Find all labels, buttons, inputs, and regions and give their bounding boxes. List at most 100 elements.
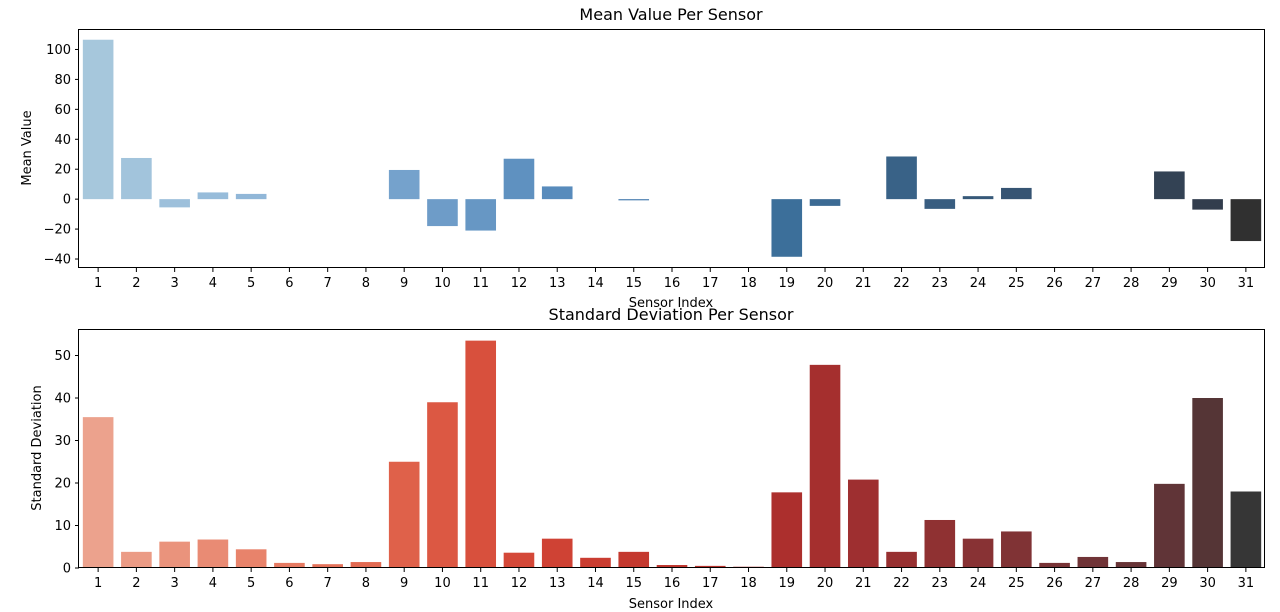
mean-chart-y-tick-label: 20 [54, 163, 71, 178]
std-chart-x-tick-label-29: 29 [1161, 576, 1178, 591]
std-chart-bar-1 [82, 417, 114, 569]
std-chart-bar-25 [1001, 531, 1032, 568]
std-chart-x-tick-label-6: 6 [285, 576, 293, 591]
mean-chart-bar-29 [1154, 171, 1185, 200]
std-chart-bar-16 [656, 565, 688, 568]
std-chart-bar-27 [1077, 556, 1109, 568]
mean-chart-bar-9 [388, 169, 420, 200]
std-chart-x-tick-label-26: 26 [1046, 576, 1063, 591]
std-chart-bar-14 [580, 557, 611, 568]
mean-chart-bar-2 [121, 157, 152, 200]
std-chart-y-axis-label: Standard Deviation [30, 385, 45, 510]
std-chart-bar-22 [886, 551, 917, 568]
mean-chart-bar-13 [541, 186, 573, 200]
mean-chart-x-tick-label-8: 8 [362, 276, 370, 291]
std-chart-x-tick-label-1: 1 [94, 576, 102, 591]
std-chart-x-tick-label-23: 23 [932, 576, 949, 591]
mean-chart-x-tick-label-30: 30 [1199, 276, 1216, 291]
std-chart-bar-17 [694, 565, 726, 569]
mean-chart-bars [82, 39, 1262, 257]
std-chart-bar-6 [274, 562, 305, 568]
mean-chart-y-tick-label: 60 [54, 103, 71, 118]
std-chart-x-tick-label-9: 9 [400, 576, 408, 591]
mean-chart-x-ticks: 1 2 3 4 5 6 7 8 9 10 11 12 13 14 15 16 17 18 19 20 21 22 23 24 2… [94, 268, 1254, 291]
mean-chart-x-tick-label-9: 9 [400, 276, 408, 291]
mean-chart-y-tick-label: 100 [46, 43, 71, 58]
mean-chart-title: Mean Value Per Sensor [579, 5, 763, 24]
std-chart-bar-10 [427, 402, 458, 568]
std-chart-x-tick-label-16: 16 [664, 576, 681, 591]
mean-chart-x-tick-label-26: 26 [1046, 276, 1063, 291]
mean-chart-bar-31 [1230, 199, 1262, 242]
mean-chart-bar-10 [427, 199, 458, 227]
mean-chart-x-tick-label-10: 10 [434, 276, 451, 291]
mean-chart-bar-24 [962, 196, 994, 200]
std-chart-y-tick-label: 10 [54, 519, 71, 534]
mean-chart-x-tick-label-25: 25 [1008, 276, 1025, 291]
std-chart-x-tick-label-25: 25 [1008, 576, 1025, 591]
std-chart-x-tick-label-20: 20 [817, 576, 834, 591]
mean-chart-x-tick-label-16: 16 [664, 276, 681, 291]
mean-chart-bar-11 [465, 199, 497, 231]
mean-chart-bar-19 [771, 199, 803, 257]
std-chart-y-tick-label: 50 [54, 349, 71, 364]
std-chart-bar-4 [197, 539, 229, 568]
mean-chart-x-axis-label: Sensor Index [629, 296, 714, 311]
std-chart-x-tick-label-31: 31 [1238, 576, 1255, 591]
mean-chart-bar-25 [1001, 187, 1032, 200]
std-chart-x-tick-label-22: 22 [893, 576, 910, 591]
mean-chart-x-tick-label-20: 20 [817, 276, 834, 291]
mean-chart-bar-5 [235, 193, 267, 200]
mean-chart-bar-4 [197, 192, 229, 200]
mean-chart-bar-23 [924, 199, 956, 209]
std-chart-bar-12 [503, 552, 535, 568]
std-chart-x-tick-label-3: 3 [171, 576, 179, 591]
mean-chart-y-tick-label: 40 [54, 133, 71, 148]
std-chart-bar-9 [388, 461, 420, 568]
std-chart-y-tick-label: 40 [54, 392, 71, 407]
std-chart-x-tick-label-15: 15 [625, 576, 642, 591]
std-chart-bar-8 [350, 562, 382, 568]
mean-chart-x-tick-label-12: 12 [511, 276, 528, 291]
std-chart-x-tick-label-4: 4 [209, 576, 217, 591]
std-chart-bar-29 [1154, 483, 1185, 568]
std-chart-x-tick-label-7: 7 [324, 576, 332, 591]
std-chart-x-tick-label-21: 21 [855, 576, 872, 591]
std-chart-bar-26 [1039, 562, 1070, 568]
std-chart-x-tick-label-30: 30 [1199, 576, 1216, 591]
std-chart-bar-31 [1230, 491, 1262, 568]
mean-chart-x-tick-label-23: 23 [932, 276, 949, 291]
mean-chart-x-tick-label-6: 6 [285, 276, 293, 291]
std-chart-x-ticks: 1 2 3 4 5 6 7 8 9 10 11 12 13 14 15 16 17 18 19 20 21 22 23 24 2… [94, 568, 1254, 591]
std-chart-bar-15 [618, 551, 650, 568]
std-chart-y-tick-label: 20 [54, 477, 71, 492]
std-chart-bar-19 [771, 492, 803, 568]
std-chart-x-tick-label-14: 14 [587, 576, 604, 591]
std-chart-x-tick-label-11: 11 [472, 576, 489, 591]
mean-chart-bar-1 [82, 39, 114, 200]
mean-chart-bar-3 [159, 199, 190, 208]
mean-chart: Mean Value Per Sensor Mean Value Sensor … [20, 5, 1265, 311]
mean-chart-y-axis-label: Mean Value [20, 110, 35, 185]
mean-chart-x-tick-label-24: 24 [970, 276, 987, 291]
std-chart-y-tick-label: 0 [63, 562, 71, 577]
mean-chart-y-tick-label: −20 [44, 223, 71, 238]
mean-chart-y-tick-label: 0 [63, 193, 71, 208]
std-chart-x-tick-label-27: 27 [1085, 576, 1102, 591]
mean-chart-x-tick-label-2: 2 [132, 276, 140, 291]
mean-chart-x-tick-label-7: 7 [324, 276, 332, 291]
mean-chart-x-tick-label-27: 27 [1085, 276, 1102, 291]
mean-chart-x-tick-label-3: 3 [171, 276, 179, 291]
mean-chart-x-tick-label-1: 1 [94, 276, 102, 291]
mean-chart-x-tick-label-21: 21 [855, 276, 872, 291]
mean-chart-x-tick-label-17: 17 [702, 276, 719, 291]
std-chart-title: Standard Deviation Per Sensor [549, 305, 794, 324]
std-chart-bar-23 [924, 519, 956, 568]
std-chart-y-tick-label: 30 [54, 434, 71, 449]
std-chart-bar-13 [541, 538, 573, 568]
mean-chart-x-tick-label-13: 13 [549, 276, 566, 291]
std-chart-bar-7 [312, 564, 343, 568]
std-chart-bar-2 [121, 551, 152, 568]
std-chart: Standard Deviation Per Sensor Standard D… [30, 305, 1265, 612]
